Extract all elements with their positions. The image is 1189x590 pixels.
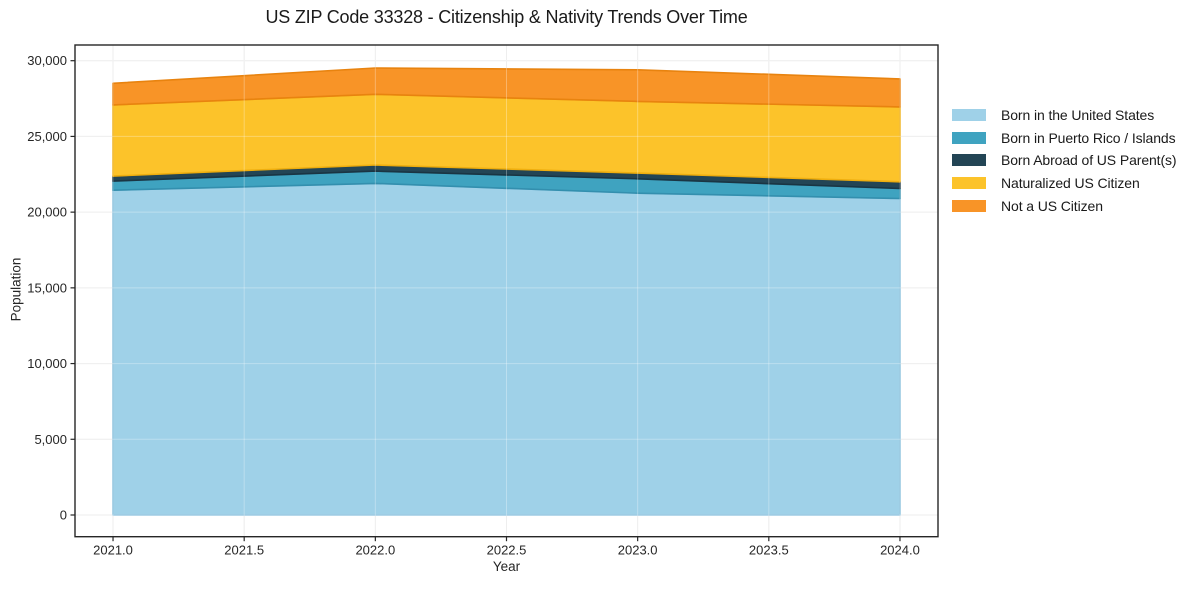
y-tick-label: 20,000 (27, 205, 67, 220)
x-tick-label: 2021.5 (224, 543, 264, 558)
legend-swatch (952, 131, 986, 144)
legend-label: Born Abroad of US Parent(s) (1001, 152, 1177, 169)
x-tick-label: 2021.0 (93, 543, 133, 558)
area-series (112, 67, 901, 108)
legend-label: Born in the United States (1001, 107, 1155, 124)
legend-item: Not a US Citizen (952, 194, 1177, 217)
legend-swatch (952, 154, 986, 167)
x-tick-label: 2022.0 (355, 543, 395, 558)
y-tick-label: 30,000 (27, 53, 67, 68)
legend: Born in the United States Born in Puerto… (952, 104, 1177, 217)
x-tick-label: 2024.0 (880, 543, 920, 558)
legend-item: Born Abroad of US Parent(s) (952, 149, 1177, 172)
y-axis-label: Population (8, 257, 24, 322)
legend-item: Born in Puerto Rico / Islands (952, 127, 1177, 150)
chart-title: US ZIP Code 33328 - Citizenship & Nativi… (265, 7, 748, 27)
legend-label: Not a US Citizen (1001, 197, 1103, 214)
legend-label: Naturalized US Citizen (1001, 175, 1140, 192)
legend-item: Born in the United States (952, 104, 1177, 127)
y-tick-label: 15,000 (27, 280, 67, 295)
legend-swatch (952, 199, 986, 212)
legend-swatch (952, 109, 986, 122)
legend-swatch (952, 177, 986, 190)
y-tick-label: 25,000 (27, 129, 67, 144)
x-tick-label: 2023.5 (749, 543, 789, 558)
y-tick-label: 10,000 (27, 356, 67, 371)
x-axis-label: Year (492, 559, 521, 574)
y-tick-label: 5,000 (34, 432, 67, 447)
legend-item: Naturalized US Citizen (952, 172, 1177, 195)
legend-label: Born in Puerto Rico / Islands (1001, 129, 1176, 146)
x-tick-label: 2022.5 (487, 543, 527, 558)
x-tick-label: 2023.0 (618, 543, 658, 558)
y-tick-label: 0 (60, 507, 67, 522)
